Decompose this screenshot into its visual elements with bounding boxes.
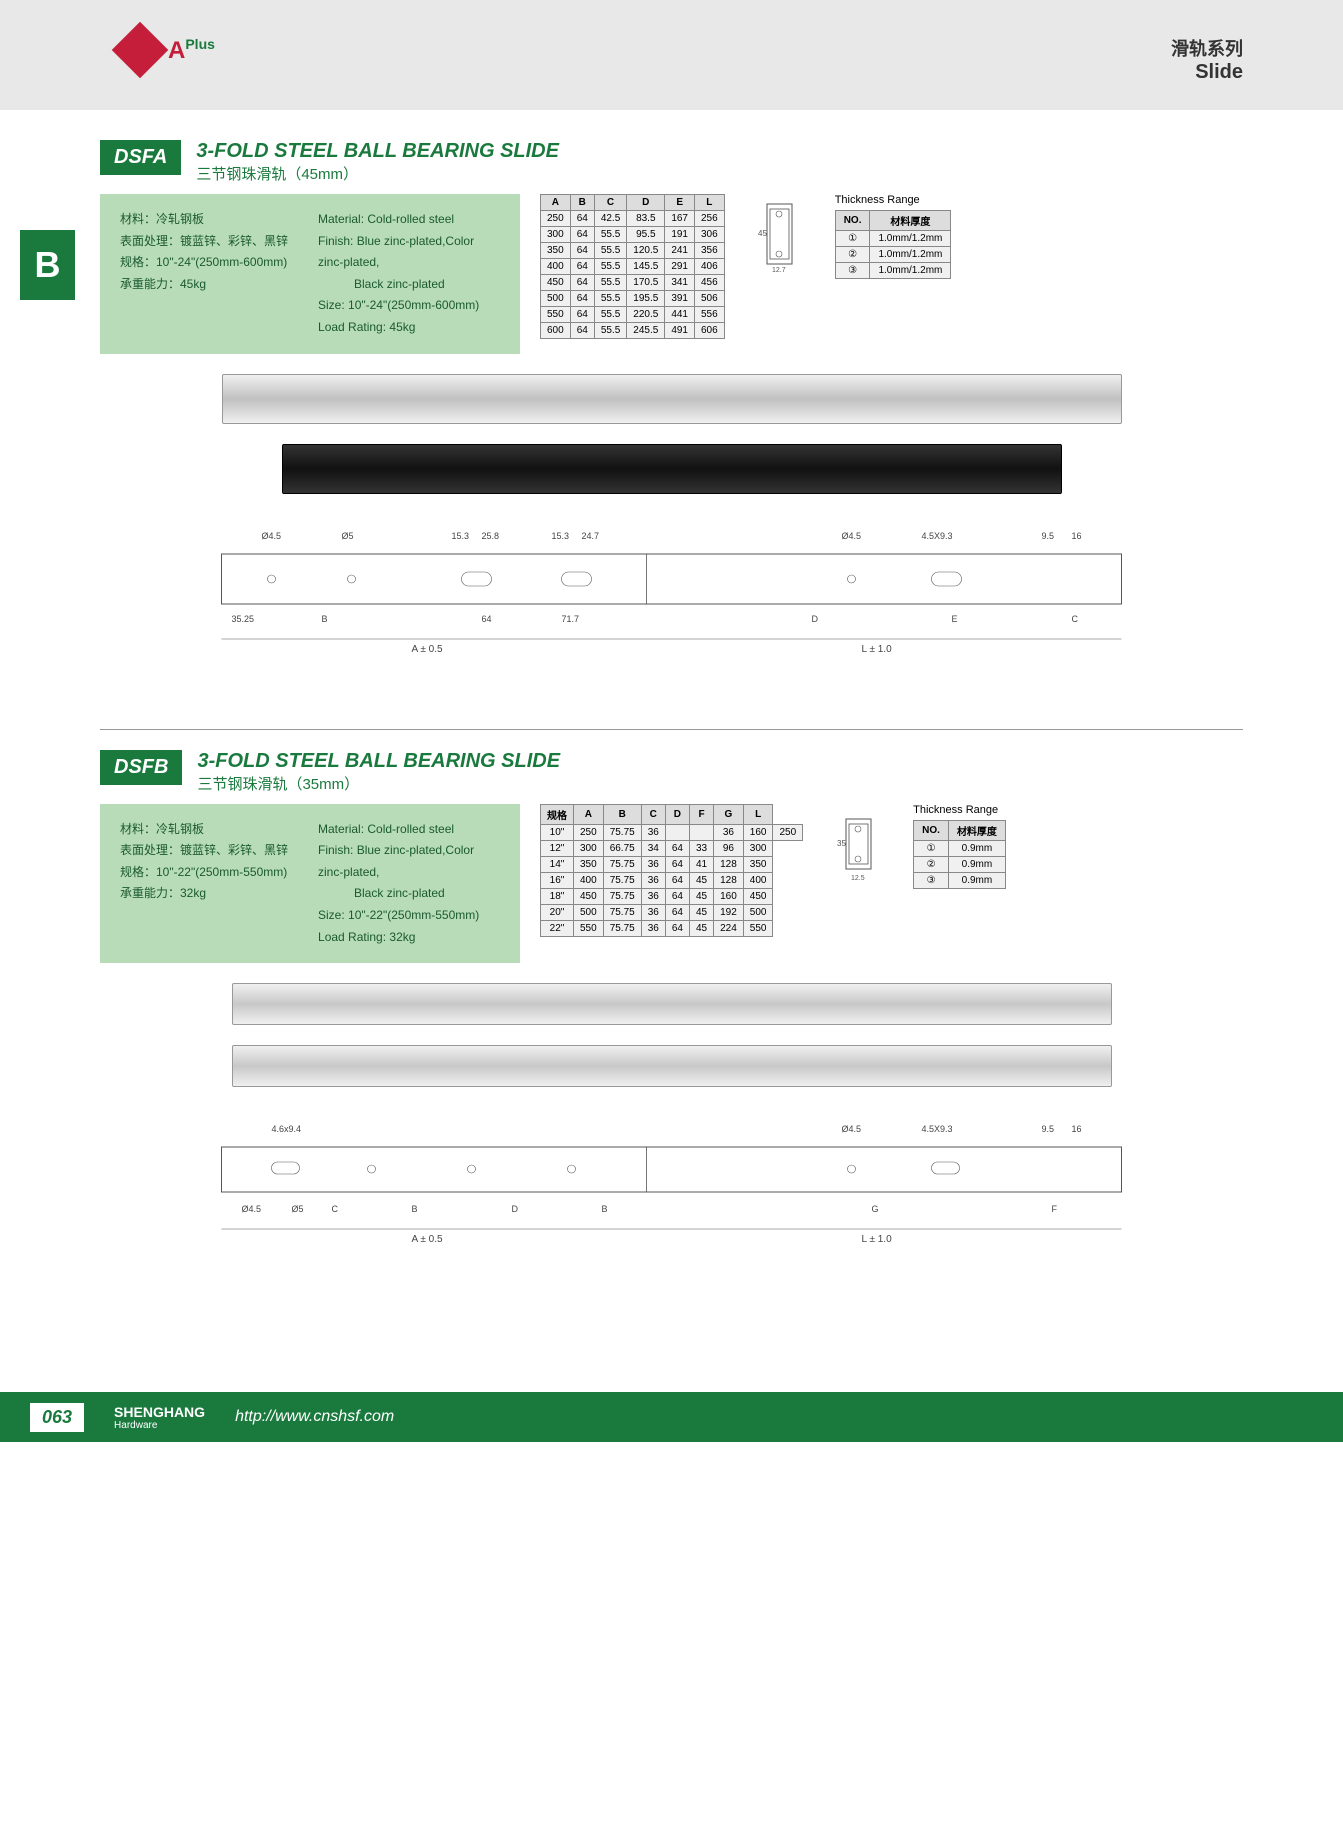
svg-text:Ø4.5: Ø4.5 [262,531,282,541]
svg-text:B: B [322,614,328,624]
spec-finish-en1: Finish: Blue zinc-plated,Color zinc-plat… [318,840,500,883]
svg-text:E: E [952,614,958,624]
svg-text:15.3: 15.3 [552,531,570,541]
cross-section-diagram: 45 12.7 [745,194,815,276]
svg-text:71.7: 71.7 [562,614,580,624]
spec-size-cn: 规格：10"-24"(250mm-600mm) [120,252,288,274]
spec-material-cn: 材料：冷轧钢板 [120,819,288,841]
svg-text:25.8: 25.8 [482,531,500,541]
technical-drawing: 4.6x9.4 Ø4.5 4.5X9.3 9.5 16 Ø4.5 Ø5 C B … [100,1107,1243,1262]
logo: APlus [120,30,215,70]
spec-finish-en1: Finish: Blue zinc-plated,Color zinc-plat… [318,231,500,274]
thickness-block: Thickness Range NO.材料厚度①1.0mm/1.2mm②1.0m… [835,194,952,279]
svg-text:G: G [872,1204,879,1214]
product-photo-area [100,983,1243,1087]
svg-text:L ± 1.0: L ± 1.0 [862,644,893,655]
thickness-table: NO.材料厚度①0.9mm②0.9mm③0.9mm [913,820,1006,889]
page-footer: 063 SHENGHANG Hardware http://www.cnshsf… [0,1392,1343,1442]
spec-load-en: Load Rating: 32kg [318,927,500,949]
svg-text:C: C [332,1204,339,1214]
category-cn: 滑轨系列 [1171,35,1243,61]
svg-text:35.25: 35.25 [232,614,255,624]
svg-text:Ø5: Ø5 [342,531,354,541]
svg-text:F: F [1052,1204,1058,1214]
divider [100,729,1243,730]
logo-text: APlus [168,36,215,65]
svg-text:B: B [412,1204,418,1214]
dimension-table: 规格ABCDFGL10"25075.75363616025012"30066.7… [540,804,803,937]
product-title-en: 3-FOLD STEEL BALL BEARING SLIDE [196,140,1243,163]
spec-load-cn: 承重能力：45kg [120,274,288,296]
category-en: Slide [1171,61,1243,84]
svg-text:A ± 0.5: A ± 0.5 [412,1234,444,1245]
product-title-cn: 三节钢珠滑轨（35mm） [197,773,1243,794]
svg-text:A ± 0.5: A ± 0.5 [412,644,444,655]
spec-size-en: Size: 10"-24"(250mm-600mm) [318,295,500,317]
footer-url: http://www.cnshsf.com [235,1408,394,1426]
slide-photo-silver [232,1045,1112,1087]
spec-load-cn: 承重能力：32kg [120,883,288,905]
section-tab: B [20,230,75,300]
svg-text:45: 45 [758,229,767,238]
svg-text:L ± 1.0: L ± 1.0 [862,1234,893,1245]
spec-size-en: Size: 10"-22"(250mm-550mm) [318,905,500,927]
spec-material-cn: 材料：冷轧钢板 [120,209,288,231]
product-title-en: 3-FOLD STEEL BALL BEARING SLIDE [197,750,1243,773]
svg-text:Ø4.5: Ø4.5 [842,531,862,541]
svg-text:D: D [812,614,819,624]
svg-text:4.6x9.4: 4.6x9.4 [272,1124,302,1134]
spec-size-cn: 规格：10"-22"(250mm-550mm) [120,862,288,884]
thickness-title: Thickness Range [913,804,1006,816]
spec-finish-cn: 表面处理：镀蓝锌、彩锌、黑锌 [120,231,288,253]
dimension-table: ABCDEL2506442.583.51672563006455.595.519… [540,194,725,339]
slide-photo-silver [222,374,1122,424]
spec-finish-en2: Black zinc-plated [318,274,500,296]
footer-brand: SHENGHANG Hardware [114,1404,205,1431]
svg-text:16: 16 [1072,1124,1082,1134]
thickness-table: NO.材料厚度①1.0mm/1.2mm②1.0mm/1.2mm③1.0mm/1.… [835,210,952,279]
spec-material-en: Material: Cold-rolled steel [318,819,500,841]
svg-text:35: 35 [837,839,846,848]
product-photo-area [100,374,1243,494]
thickness-block: Thickness Range NO.材料厚度①0.9mm②0.9mm③0.9m… [913,804,1006,889]
product-code-badge: DSFB [100,750,182,785]
svg-text:Ø4.5: Ø4.5 [842,1124,862,1134]
product-dsfa: DSFA 3-FOLD STEEL BALL BEARING SLIDE 三节钢… [100,140,1243,669]
svg-text:16: 16 [1072,531,1082,541]
svg-text:15.3: 15.3 [452,531,470,541]
logo-a: A [168,37,185,64]
svg-text:64: 64 [482,614,492,624]
svg-text:4.5X9.3: 4.5X9.3 [922,531,953,541]
spec-finish-en2: Black zinc-plated [318,883,500,905]
page-number: 063 [30,1403,84,1432]
logo-icon [112,22,169,79]
spec-load-en: Load Rating: 45kg [318,317,500,339]
svg-text:4.5X9.3: 4.5X9.3 [922,1124,953,1134]
svg-text:12.5: 12.5 [851,875,865,882]
product-title-cn: 三节钢珠滑轨（45mm） [196,163,1243,184]
cross-section-diagram: 35 12.5 [823,804,893,886]
slide-photo-black [282,444,1062,494]
slide-photo-silver [232,983,1112,1025]
spec-box: 材料：冷轧钢板 表面处理：镀蓝锌、彩锌、黑锌 规格：10"-24"(250mm-… [100,194,520,354]
svg-text:9.5: 9.5 [1042,531,1055,541]
svg-text:C: C [1072,614,1079,624]
svg-text:B: B [602,1204,608,1214]
thickness-title: Thickness Range [835,194,952,206]
spec-finish-cn: 表面处理：镀蓝锌、彩锌、黑锌 [120,840,288,862]
svg-text:12.7: 12.7 [772,267,786,274]
header-category: 滑轨系列 Slide [1171,35,1243,84]
svg-text:9.5: 9.5 [1042,1124,1055,1134]
svg-text:Ø5: Ø5 [292,1204,304,1214]
technical-drawing: Ø4.5 Ø5 15.3 25.8 15.3 24.7 Ø4.5 4.5X9.3… [100,514,1243,669]
page-header: APlus 滑轨系列 Slide [0,0,1343,110]
svg-text:24.7: 24.7 [582,531,600,541]
spec-material-en: Material: Cold-rolled steel [318,209,500,231]
svg-text:Ø4.5: Ø4.5 [242,1204,262,1214]
logo-plus: Plus [185,36,215,52]
product-dsfb: DSFB 3-FOLD STEEL BALL BEARING SLIDE 三节钢… [100,750,1243,1263]
svg-text:D: D [512,1204,519,1214]
spec-box: 材料：冷轧钢板 表面处理：镀蓝锌、彩锌、黑锌 规格：10"-22"(250mm-… [100,804,520,964]
product-code-badge: DSFA [100,140,181,175]
